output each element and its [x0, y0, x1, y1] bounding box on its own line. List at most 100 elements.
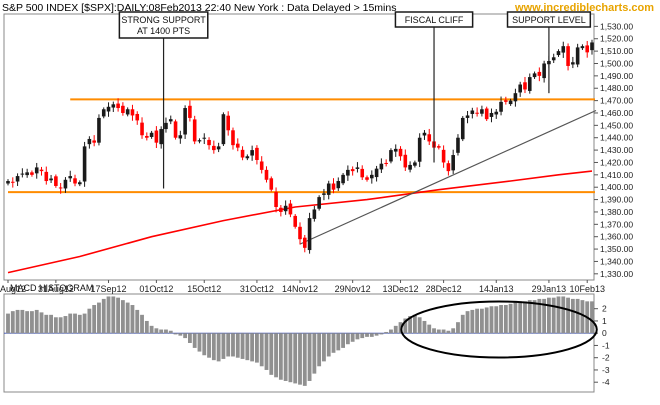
macd-bar: [92, 305, 97, 334]
macd-bar: [269, 333, 274, 375]
candle-body: [73, 178, 77, 184]
candle-body: [87, 138, 92, 145]
x-tick-label: 28Dec12: [426, 284, 462, 294]
candle-body: [183, 108, 187, 135]
macd-highlight-ellipse: [400, 300, 598, 359]
macd-bar: [202, 333, 207, 356]
macd-bar: [422, 320, 427, 334]
macd-bar: [312, 333, 317, 374]
candle-body: [518, 84, 522, 93]
price-y-tick-label: 1,340.00: [600, 256, 633, 266]
candle-body: [341, 174, 345, 184]
macd-bar: [307, 333, 312, 381]
candle-body: [54, 176, 58, 186]
trend-line: [299, 109, 597, 245]
site-watermark[interactable]: www.incrediblecharts.com: [515, 2, 654, 14]
candle-body: [403, 154, 408, 168]
macd-bar: [580, 300, 585, 334]
macd-bar: [207, 333, 211, 358]
candle-body: [302, 237, 307, 248]
candle-body: [384, 162, 388, 164]
x-tick-label: 14Jan13: [479, 284, 514, 294]
macd-bar: [140, 314, 144, 334]
candle-body: [293, 215, 298, 227]
candle-body: [417, 137, 422, 162]
macd-bar: [125, 302, 130, 334]
macd-bar: [30, 311, 34, 334]
macd-bar: [231, 333, 235, 357]
candle-body: [317, 197, 321, 209]
macd-bar: [82, 313, 87, 334]
candle-body: [192, 119, 197, 142]
candle-body: [350, 169, 355, 172]
macd-y-tick-label: -2: [602, 353, 610, 363]
macd-bar: [58, 317, 63, 334]
x-tick-label: 17Aug12: [0, 284, 26, 294]
annotation-box: [506, 11, 592, 28]
price-y-tick-label: 1,430.00: [600, 145, 633, 155]
macd-bar: [484, 307, 489, 334]
candle-body: [6, 181, 10, 184]
candle-body: [259, 161, 264, 170]
macd-bar: [144, 320, 149, 334]
macd-bar: [68, 313, 73, 334]
candle-body: [30, 172, 34, 175]
macd-bar: [187, 333, 192, 343]
macd-bar: [326, 333, 331, 357]
candle-body: [269, 178, 274, 190]
macd-bar: [384, 331, 389, 334]
macd-bar: [518, 301, 523, 334]
price-y-tick-label: 1,530.00: [600, 21, 633, 31]
macd-bar: [475, 308, 480, 334]
macd-bar: [379, 333, 384, 335]
candle-body: [44, 171, 49, 182]
candle-body: [173, 121, 178, 138]
candle-body: [499, 101, 503, 112]
candle-body: [513, 93, 518, 102]
candle-body: [355, 167, 360, 169]
x-tick-label: 10Feb13: [569, 284, 605, 294]
candle-body: [393, 148, 398, 152]
candle-body: [561, 46, 566, 53]
candle-body: [63, 179, 68, 189]
macd-bar: [446, 330, 451, 334]
candle-body: [216, 146, 221, 150]
macd-bar: [460, 314, 465, 334]
candle-body: [504, 100, 508, 102]
price-y-tick-label: 1,390.00: [600, 195, 633, 205]
candle-body: [566, 46, 570, 66]
macd-bar: [556, 296, 561, 334]
macd-bar: [283, 333, 288, 381]
macd-bar: [456, 322, 460, 334]
chart-title: S&P 500 INDEX [$SPX]:DAILY:08Feb2013 22:…: [2, 2, 397, 14]
price-y-tick-label: 1,510.00: [600, 46, 633, 56]
price-y-tick-label: 1,480.00: [600, 83, 633, 93]
candle-body: [240, 149, 245, 158]
macd-bar: [532, 300, 537, 334]
macd-bar: [149, 325, 154, 334]
candle-body: [92, 140, 96, 143]
macd-bar: [178, 333, 183, 336]
macd-bar: [77, 314, 82, 334]
macd-bar: [302, 333, 307, 386]
macd-bar: [250, 333, 255, 362]
candle-body: [374, 168, 379, 178]
macd-bar: [288, 333, 293, 383]
macd-bar: [547, 297, 551, 334]
candle-body: [212, 145, 216, 151]
macd-bar: [49, 314, 53, 334]
price-y-tick-label: 1,470.00: [600, 96, 633, 106]
candle-body: [164, 122, 168, 130]
macd-y-tick-label: -3: [602, 365, 610, 375]
candle-body: [140, 122, 144, 136]
candle-body: [523, 82, 527, 90]
macd-bar: [216, 333, 221, 362]
macd-bar: [278, 333, 283, 380]
macd-bar: [259, 333, 264, 367]
candle-body: [326, 183, 331, 195]
candle-body: [168, 119, 173, 122]
macd-bar: [20, 309, 25, 334]
candle-body: [489, 112, 494, 117]
candle-body: [446, 163, 451, 172]
